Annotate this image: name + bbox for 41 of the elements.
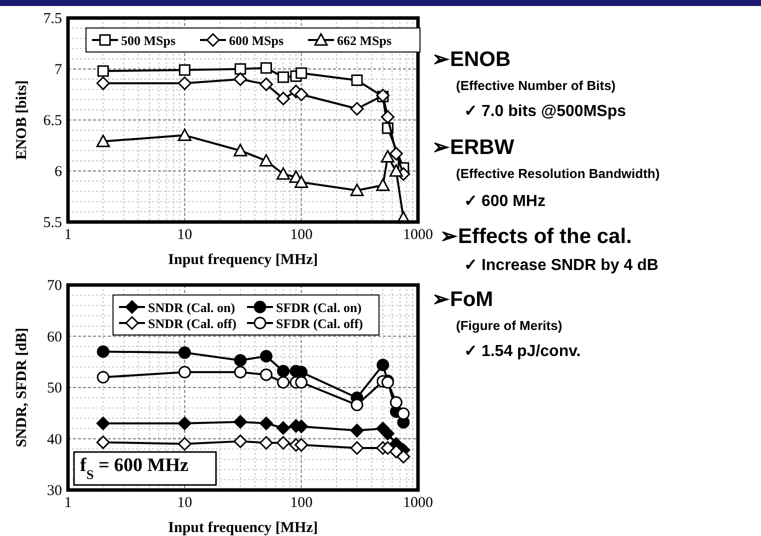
legend-label: SNDR (Cal. off) [148,316,236,331]
text: ✓ 1.54 pJ/conv. [464,343,581,360]
x-axis-title: Input frequency [MHz] [168,252,318,268]
annotation: f$_{S}$ = 600 MHz [80,455,190,482]
x-tick-label: 1000 [403,495,433,511]
x-tick-label: 10 [177,495,192,511]
legend-label: 662 MSps [337,33,392,48]
text: ➢Effects of the cal. [440,225,632,248]
legend-label: SFDR (Cal. on) [276,300,362,315]
x-tick-label: 10 [177,227,192,243]
y-axis-title: ENOB [bits] [14,80,30,160]
y-tick-label: 50 [47,380,62,396]
x-tick-label: 100 [290,227,313,243]
y-tick-label: 5.5 [43,215,62,231]
legend-label: SFDR (Cal. off) [276,316,364,331]
text: ✓ 600 MHz [464,193,546,210]
text: ✓ 7.0 bits @500MSps [464,103,626,120]
y-tick-label: 6 [54,164,62,180]
y-tick-label: 6.5 [43,113,62,129]
legend-label: SNDR (Cal. on) [148,300,236,315]
y-tick-label: 40 [47,432,62,448]
text: ✓ Increase SNDR by 4 dB [464,257,658,274]
x-tick-label: 1 [64,495,72,511]
y-tick-label: 60 [47,329,62,346]
x-tick-label: 1 [64,227,72,243]
x-axis-title: Input frequency [MHz] [168,520,318,536]
y-tick-label: 7 [54,62,62,78]
x-tick-label: 1000 [403,227,433,243]
text: ➢FoM [432,288,494,311]
y-axis-title: SNDR, SFDR [dB] [14,328,30,448]
text: (Figure of Merits) [456,318,562,333]
text: ➢ERBW [432,136,514,159]
text: (Effective Resolution Bandwidth) [456,166,660,181]
text: (Effective Number of Bits) [456,78,616,93]
y-tick-label: 7.5 [43,11,62,27]
text: ➢ENOB [432,48,511,71]
x-tick-label: 100 [290,495,313,511]
y-tick-label: 30 [47,483,62,499]
legend-label: 600 MSps [229,33,284,48]
legend-label: 500 MSps [121,33,176,48]
y-tick-label: 70 [47,278,62,294]
